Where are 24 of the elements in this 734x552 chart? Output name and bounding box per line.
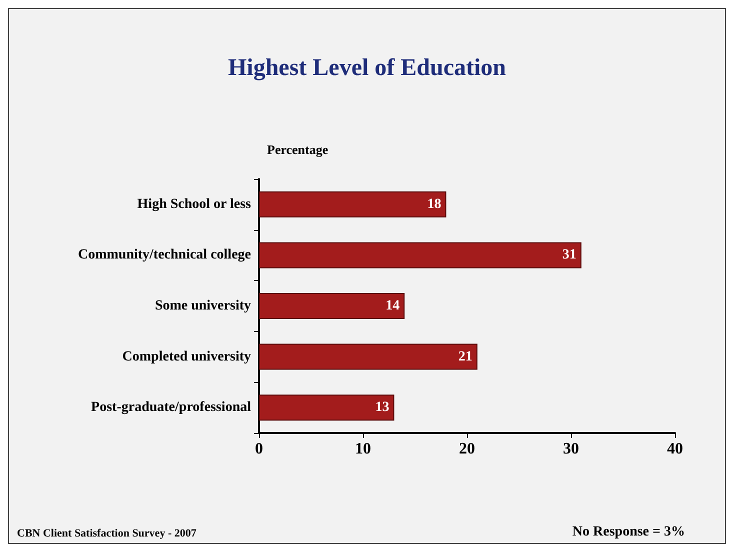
bar [259, 344, 478, 370]
data-label: 21 [458, 349, 472, 364]
x-tick-label: 0 [255, 440, 263, 458]
text: No Response = 3% [572, 524, 686, 540]
y-tick-label: Post-graduate/professional [91, 400, 252, 416]
x-tick-label: 30 [563, 440, 579, 458]
x-axis-title: Percentage [267, 142, 328, 157]
data-label: 31 [562, 248, 576, 263]
y-tick-label: Community/technical college [78, 248, 251, 263]
data-label: 18 [427, 196, 442, 212]
bar [259, 394, 394, 421]
data-label: 14 [386, 298, 400, 314]
y-tick-label: Some university [154, 298, 251, 314]
y-tick-label: High School or less [137, 196, 252, 212]
data-label: 13 [375, 400, 390, 416]
bar [259, 242, 582, 268]
x-tick-label: 10 [355, 440, 371, 458]
bar [259, 293, 405, 319]
x-tick-label: 20 [459, 440, 475, 458]
text: CBN Client Satisfaction Survey - 2007 [17, 528, 197, 540]
chart-title: Highest Level of Education [228, 55, 506, 81]
bar [259, 191, 446, 218]
y-tick-label: Completed university [122, 349, 251, 364]
x-tick-label: 40 [667, 440, 683, 458]
